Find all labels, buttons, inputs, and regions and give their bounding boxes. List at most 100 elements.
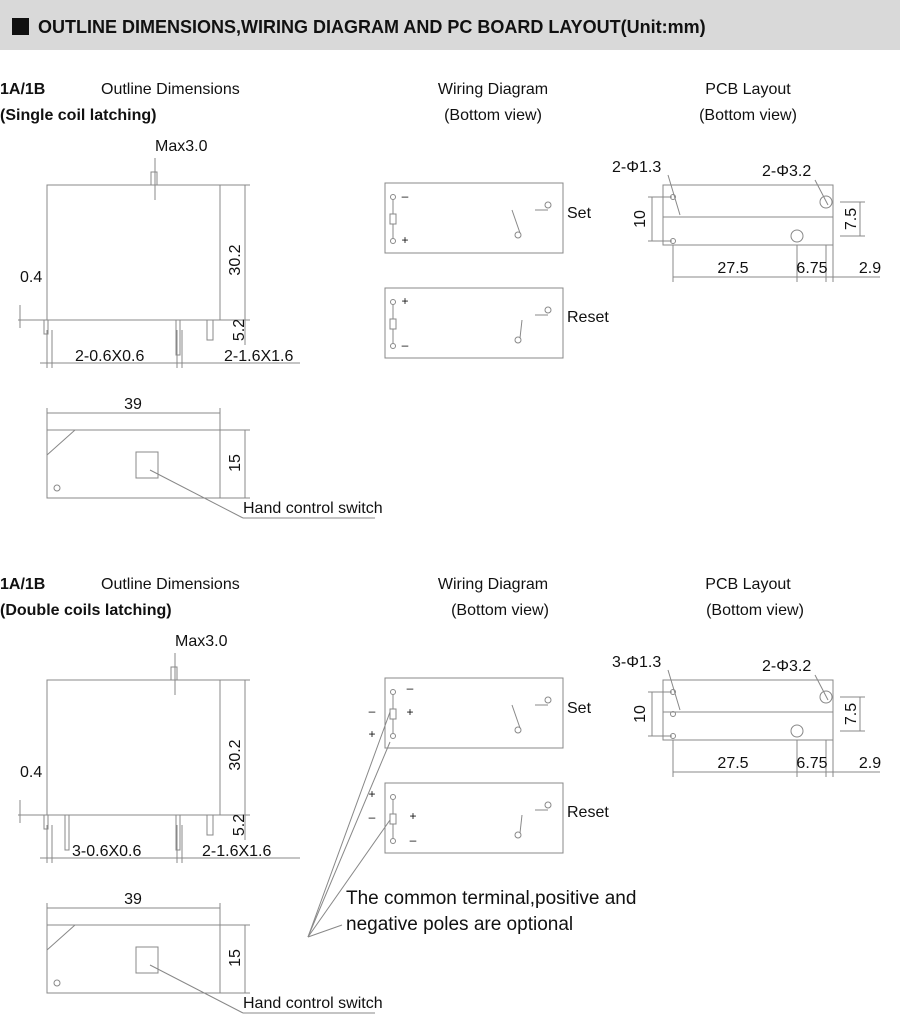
dimension-label: 15 xyxy=(227,454,244,472)
outline-title: Outline Dimensions xyxy=(101,81,240,98)
outline-rect xyxy=(170,666,178,681)
reset-label: Reset xyxy=(567,309,609,326)
line xyxy=(519,814,523,834)
outline-rect xyxy=(206,814,214,836)
polarity-sign: – xyxy=(402,338,409,352)
line xyxy=(519,319,523,339)
outline-rect xyxy=(662,679,834,741)
dimension-label: 3-Φ1.3 xyxy=(612,654,661,671)
outline-rect xyxy=(43,814,49,830)
dimension-label: 2-Φ3.2 xyxy=(762,658,811,675)
dimension-label: 2-0.6X0.6 xyxy=(75,348,144,365)
hole xyxy=(514,831,522,839)
header-title: OUTLINE DIMENSIONS,WIRING DIAGRAM AND PC… xyxy=(38,17,706,37)
wiring-title: Wiring Diagram xyxy=(438,81,548,98)
dimension-label: 27.5 xyxy=(717,260,748,277)
dimension-label: 2-1.6X1.6 xyxy=(202,843,271,860)
variant: (Single coil latching) xyxy=(0,107,156,124)
hole xyxy=(390,794,396,800)
pcb-subtitle: (Bottom view) xyxy=(706,602,804,619)
outline-rect xyxy=(384,782,564,854)
outline-rect xyxy=(206,319,214,341)
hole xyxy=(544,306,552,314)
wiring-title: Wiring Diagram xyxy=(438,576,548,593)
header-square xyxy=(12,18,29,35)
polarity-sign: + xyxy=(409,809,416,823)
outline-rect xyxy=(389,708,397,720)
dimension-label: 39 xyxy=(124,396,142,413)
dimension-label: 7.5 xyxy=(843,208,860,230)
line xyxy=(667,669,681,711)
polarity-sign: + xyxy=(368,787,375,801)
hole xyxy=(670,711,676,717)
line xyxy=(511,704,521,729)
outline-rect xyxy=(135,946,159,974)
line xyxy=(307,924,343,938)
dimension-label: 0.4 xyxy=(20,269,42,286)
note-line: negative poles are optional xyxy=(346,914,573,935)
line xyxy=(149,469,244,519)
line xyxy=(149,964,244,1014)
outline-rect xyxy=(384,287,564,359)
dimension-label: Max3.0 xyxy=(155,138,208,155)
hole xyxy=(390,838,396,844)
line xyxy=(814,179,829,206)
wiring-subtitle: (Bottom view) xyxy=(444,107,542,124)
hole xyxy=(514,336,522,344)
dimension-label: 5.2 xyxy=(231,814,248,836)
outline-rect xyxy=(46,429,221,499)
dimension-label: 2-Φ1.3 xyxy=(612,159,661,176)
dimension-label: 39 xyxy=(124,891,142,908)
outline-rect xyxy=(46,184,221,321)
model: 1A/1B xyxy=(0,576,45,593)
hole xyxy=(390,689,396,695)
outline-rect xyxy=(175,814,181,851)
outline-rect xyxy=(64,814,70,851)
hole xyxy=(53,979,61,987)
polarity-sign: + xyxy=(401,233,408,247)
line xyxy=(814,674,829,701)
dimension-label: 6.75 xyxy=(796,260,827,277)
model: 1A/1B xyxy=(0,81,45,98)
pcb-subtitle: (Bottom view) xyxy=(699,107,797,124)
hole xyxy=(790,229,804,243)
switch-label: Hand control switch xyxy=(243,500,383,517)
polarity-sign: – xyxy=(369,704,376,718)
polarity-sign: + xyxy=(368,727,375,741)
dimension-label: 27.5 xyxy=(717,755,748,772)
polarity-sign: – xyxy=(410,833,417,847)
outline-rect xyxy=(43,319,49,335)
line xyxy=(307,819,391,938)
dimension-label: 6.75 xyxy=(796,755,827,772)
dimension-label: 2-1.6X1.6 xyxy=(224,348,293,365)
hole xyxy=(819,690,833,704)
polarity-sign: + xyxy=(406,705,413,719)
dimension-label: 15 xyxy=(227,949,244,967)
hole xyxy=(819,195,833,209)
hole xyxy=(53,484,61,492)
hole xyxy=(514,726,522,734)
outline-rect xyxy=(389,318,397,330)
wiring-subtitle: (Bottom view) xyxy=(451,602,549,619)
outline-rect xyxy=(662,184,834,246)
outline-rect xyxy=(384,182,564,254)
hole xyxy=(544,801,552,809)
outline-rect xyxy=(46,679,221,816)
dimension-label: 2.9 xyxy=(859,260,881,277)
set-label: Set xyxy=(567,205,592,222)
dimension-label: 3-0.6X0.6 xyxy=(72,843,141,860)
note-line: The common terminal,positive and xyxy=(346,888,636,909)
dimension-label: 5.2 xyxy=(231,319,248,341)
dimension-label: 0.4 xyxy=(20,764,42,781)
outline-rect xyxy=(46,924,221,994)
polarity-sign: – xyxy=(407,681,414,695)
outline-rect xyxy=(384,677,564,749)
hole xyxy=(544,696,552,704)
dimension-label: 7.5 xyxy=(843,703,860,725)
line xyxy=(667,174,681,216)
line xyxy=(307,711,391,938)
polarity-sign: + xyxy=(401,294,408,308)
hole xyxy=(390,238,396,244)
polarity-sign: – xyxy=(369,810,376,824)
